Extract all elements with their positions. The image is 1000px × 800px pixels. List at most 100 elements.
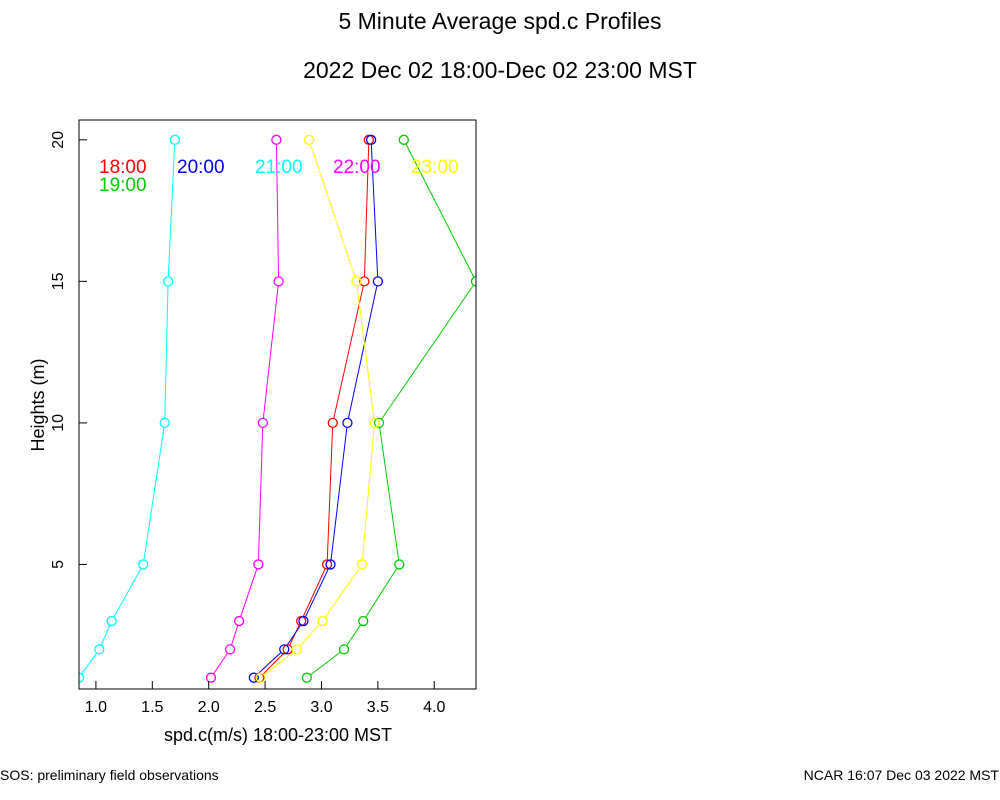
y-tick-label: 20 (50, 131, 67, 149)
data-point-1900 (358, 615, 369, 627)
y-tick-label: 10 (50, 414, 67, 432)
legend-entry-2200: 22:00 (333, 157, 381, 178)
data-point-2000 (279, 644, 290, 655)
series-line-2200 (257, 427, 264, 560)
data-point-2000 (342, 417, 353, 429)
x-tick-label: 3.0 (310, 699, 332, 716)
series-line-2000 (305, 568, 329, 617)
x-tick-label: 1.5 (141, 699, 163, 716)
data-point-2000 (365, 134, 377, 145)
legend-entry-2100: 21:00 (255, 157, 303, 178)
series-line-1900 (379, 427, 400, 560)
y-tick-label: 5 (50, 560, 67, 569)
x-axis-label: spd.c(m/s) 18:00-23:00 MST (164, 725, 392, 745)
series-line-2000 (347, 286, 378, 419)
y-axis-label: Heights (m) (28, 358, 48, 451)
series-line-1800 (302, 568, 326, 617)
data-point-2300 (356, 559, 368, 570)
data-point-2300 (255, 672, 266, 683)
data-point-2200 (205, 672, 217, 683)
data-point-2200 (257, 417, 268, 429)
series-line-1900 (346, 624, 361, 646)
x-tick-label: 2.0 (198, 699, 220, 716)
chart-subtitle: 2022 Dec 02 18:00-Dec 02 23:00 MST (303, 57, 697, 83)
legend-entry-2000: 20:00 (177, 157, 225, 178)
data-point-2000 (325, 559, 336, 570)
plot-points (79, 134, 476, 683)
data-point-2200 (273, 276, 284, 287)
data-point-2300 (351, 276, 362, 287)
data-point-2300 (369, 417, 380, 429)
series-line-2300 (356, 286, 375, 419)
series-line-1800 (326, 427, 334, 560)
data-point-2200 (234, 615, 245, 627)
series-line-2000 (330, 427, 348, 560)
data-point-2100 (79, 672, 85, 683)
footer-note: SOS: preliminary field observations (0, 767, 219, 783)
series-line-2100 (167, 144, 176, 277)
series-line-1900 (405, 144, 475, 278)
x-axis: 1.0 1.5 2.0 2.5 3.0 3.5 4.0 (85, 681, 445, 716)
chart-title: 5 Minute Average spd.c Profiles (338, 8, 662, 34)
series-line-2300 (299, 624, 320, 647)
data-point-1800 (359, 276, 370, 287)
series-line-2300 (264, 652, 294, 675)
data-point-2100 (106, 615, 117, 627)
y-axis: 5 10 15 20 (50, 131, 87, 569)
series-line-2300 (310, 144, 356, 277)
data-point-1900 (398, 134, 409, 145)
x-tick-label: 1.0 (85, 699, 107, 716)
data-point-1900 (394, 559, 405, 570)
series-line-2100 (81, 653, 97, 674)
series-line-1900 (365, 568, 398, 618)
data-point-2200 (253, 559, 264, 570)
series-line-2200 (240, 569, 258, 617)
series-line-2000 (370, 144, 379, 277)
series-line-2200 (231, 625, 239, 645)
series-line-2200 (275, 144, 280, 277)
series-line-1800 (333, 286, 364, 419)
data-point-2100 (169, 134, 181, 145)
series-line-1900 (381, 285, 474, 420)
plot-frame (78, 119, 477, 690)
series-line-2000 (286, 624, 302, 646)
footer-timestamp: NCAR 16:07 Dec 03 2022 MST (803, 767, 999, 783)
series-line-1800 (364, 144, 370, 277)
data-point-1900 (301, 672, 312, 683)
data-point-1800 (327, 417, 338, 429)
data-point-2000 (372, 276, 384, 287)
x-tick-label: 3.5 (367, 699, 389, 716)
series-line-2000 (257, 652, 281, 675)
data-point-2300 (291, 644, 302, 655)
series-line-2100 (100, 625, 111, 645)
legend-entry-1900: 19:00 (99, 175, 147, 196)
series-line-2200 (213, 653, 228, 674)
series-line-2100 (143, 427, 165, 560)
series-line-1900 (310, 651, 341, 676)
x-tick-label: 2.5 (254, 699, 276, 716)
series-line-1800 (262, 652, 285, 675)
legend-entry-2300: 23:00 (411, 157, 459, 178)
data-point-1900 (338, 644, 350, 655)
data-point-1900 (373, 417, 385, 429)
data-point-2100 (94, 644, 105, 655)
data-point-2100 (159, 417, 170, 429)
data-point-1900 (470, 276, 476, 287)
data-point-2300 (303, 134, 315, 145)
data-point-2100 (138, 559, 149, 570)
data-point-2200 (224, 644, 236, 655)
legend-entry-1800: 18:00 (99, 157, 147, 178)
series-line-2200 (262, 286, 279, 418)
series-line-2300 (325, 568, 360, 618)
x-tick-label: 4.0 (423, 699, 445, 716)
data-point-2100 (162, 276, 174, 287)
y-tick-label: 15 (50, 272, 67, 290)
series-line-2300 (362, 427, 375, 560)
plot-lines (81, 144, 475, 676)
data-point-2300 (317, 615, 328, 627)
series-line-2100 (113, 568, 142, 617)
data-point-2000 (298, 615, 309, 627)
data-point-2200 (271, 134, 282, 145)
